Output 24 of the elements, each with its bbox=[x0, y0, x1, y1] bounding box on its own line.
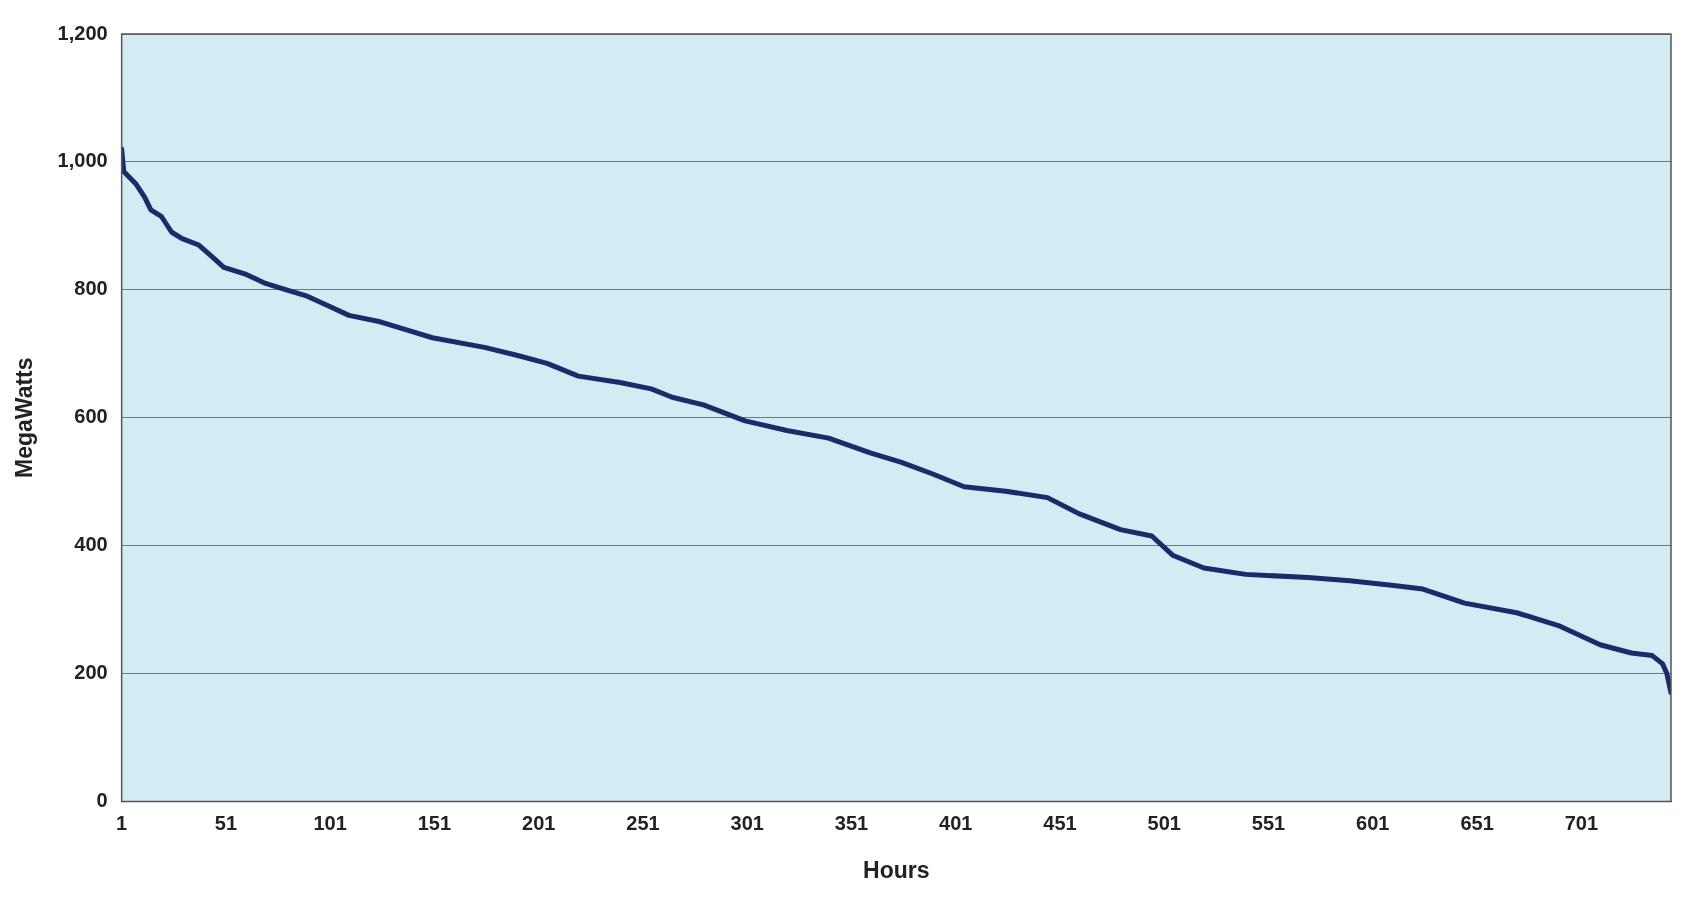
x-tick-label: 701 bbox=[1564, 811, 1599, 834]
x-tick-label: 151 bbox=[417, 811, 452, 834]
y-tick-label: 800 bbox=[74, 277, 108, 300]
x-axis-title: Hours bbox=[863, 856, 930, 883]
y-tick-label: 1,200 bbox=[57, 21, 108, 44]
x-tick-label: 501 bbox=[1147, 811, 1181, 834]
y-axis-title: MegaWatts bbox=[11, 357, 38, 478]
x-tick-label: 1 bbox=[116, 811, 128, 834]
x-tick-label: 201 bbox=[522, 811, 556, 834]
x-tick-label: 401 bbox=[939, 811, 973, 834]
x-tick-label: 351 bbox=[834, 811, 869, 834]
x-tick-label: 601 bbox=[1356, 811, 1390, 834]
y-tick-label: 200 bbox=[74, 661, 108, 684]
y-tick-label: 0 bbox=[96, 788, 108, 811]
y-tick-label: 400 bbox=[74, 533, 108, 556]
x-tick-label: 251 bbox=[626, 811, 660, 834]
x-tick-label: 651 bbox=[1460, 811, 1494, 834]
x-tick-label: 51 bbox=[214, 811, 238, 834]
x-tick-label: 551 bbox=[1251, 811, 1286, 834]
y-tick-label: 600 bbox=[74, 405, 108, 428]
y-tick-label: 1,000 bbox=[57, 149, 108, 172]
x-tick-label: 301 bbox=[730, 811, 764, 834]
x-tick-label: 451 bbox=[1043, 811, 1077, 834]
x-tick-label: 101 bbox=[313, 811, 347, 834]
